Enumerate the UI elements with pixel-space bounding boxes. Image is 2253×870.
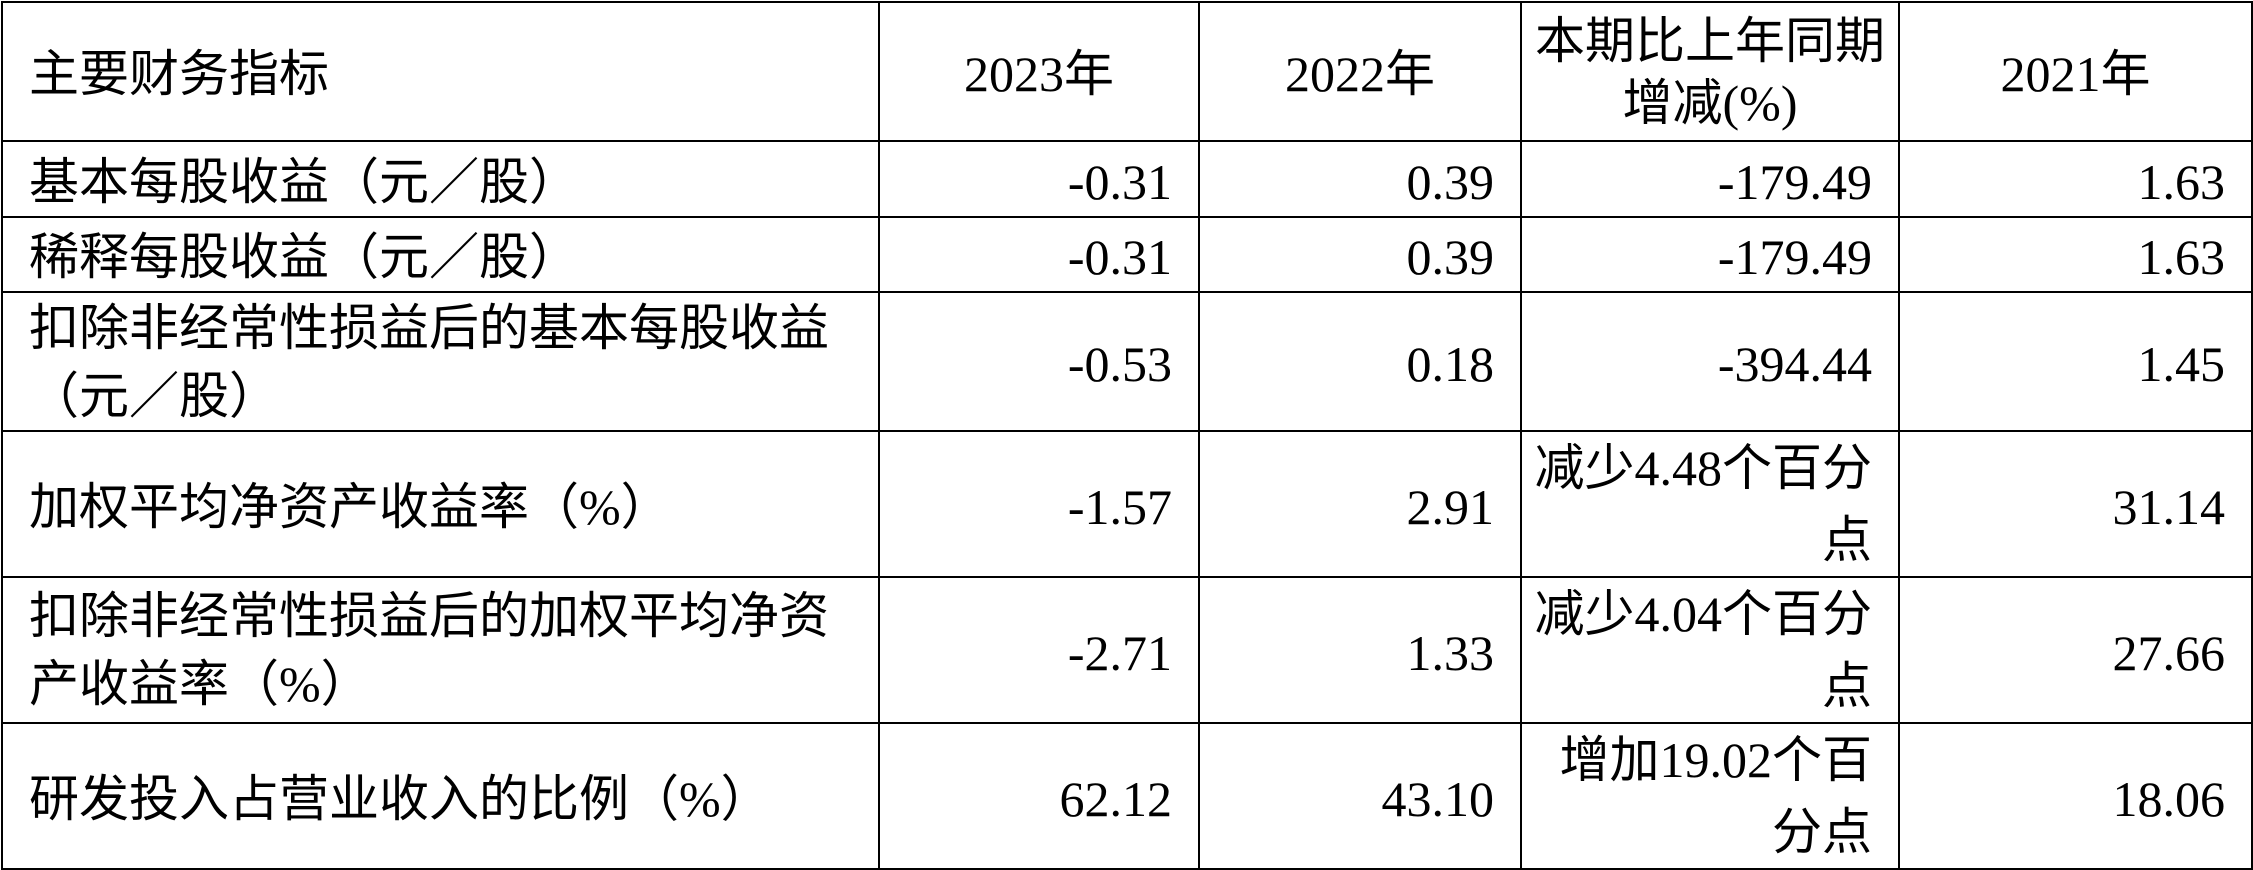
row-value-2021: 1.63 — [1898, 215, 2253, 294]
row-change: 增加19.02个百分点 — [1520, 722, 1900, 870]
row-change: -179.49 — [1520, 140, 1900, 218]
row-indicator: 基本每股收益（元／股） — [1, 140, 880, 218]
row-value-2021: 1.45 — [1898, 291, 2253, 433]
row-value-2022: 0.39 — [1198, 140, 1522, 218]
header-2023: 2023年 — [878, 1, 1200, 142]
row-value-2022: 0.39 — [1198, 215, 1522, 294]
row-change: -394.44 — [1520, 291, 1900, 433]
row-value-2023: -0.31 — [878, 140, 1200, 218]
header-change: 本期比上年同期增减(%) — [1520, 1, 1900, 142]
row-indicator: 扣除非经常性损益后的基本每股收益（元／股） — [1, 291, 880, 433]
row-value-2022: 0.18 — [1198, 291, 1522, 433]
header-indicator: 主要财务指标 — [1, 1, 880, 142]
row-value-2021: 18.06 — [1898, 722, 2253, 870]
row-indicator: 扣除非经常性损益后的加权平均净资产收益率（%） — [1, 576, 880, 725]
row-value-2021: 31.14 — [1898, 430, 2253, 579]
row-value-2022: 1.33 — [1198, 576, 1522, 725]
row-value-2023: -0.31 — [878, 215, 1200, 294]
table-row: 研发投入占营业收入的比例（%） 62.12 43.10 增加19.02个百分点 … — [1, 722, 2253, 870]
row-value-2022: 2.91 — [1198, 430, 1522, 579]
table-row: 加权平均净资产收益率（%） -1.57 2.91 减少4.48个百分点 31.1… — [1, 430, 2253, 579]
row-value-2023: 62.12 — [878, 722, 1200, 870]
table-row: 稀释每股收益（元／股） -0.31 0.39 -179.49 1.63 — [1, 215, 2253, 294]
row-change: 减少4.48个百分点 — [1520, 430, 1900, 579]
row-value-2023: -2.71 — [878, 576, 1200, 725]
row-value-2021: 1.63 — [1898, 140, 2253, 218]
row-indicator: 加权平均净资产收益率（%） — [1, 430, 880, 579]
header-2022: 2022年 — [1198, 1, 1522, 142]
row-change: 减少4.04个百分点 — [1520, 576, 1900, 725]
row-indicator: 稀释每股收益（元／股） — [1, 215, 880, 294]
header-row: 主要财务指标 2023年 2022年 本期比上年同期增减(%) 2021年 — [1, 1, 2253, 142]
table-row: 扣除非经常性损益后的加权平均净资产收益率（%） -2.71 1.33 减少4.0… — [1, 576, 2253, 725]
row-value-2023: -0.53 — [878, 291, 1200, 433]
row-value-2021: 27.66 — [1898, 576, 2253, 725]
table-row: 基本每股收益（元／股） -0.31 0.39 -179.49 1.63 — [1, 140, 2253, 218]
row-value-2023: -1.57 — [878, 430, 1200, 579]
row-value-2022: 43.10 — [1198, 722, 1522, 870]
header-2021: 2021年 — [1898, 1, 2253, 142]
row-indicator: 研发投入占营业收入的比例（%） — [1, 722, 880, 870]
table-row: 扣除非经常性损益后的基本每股收益（元／股） -0.53 0.18 -394.44… — [1, 291, 2253, 433]
row-change: -179.49 — [1520, 215, 1900, 294]
